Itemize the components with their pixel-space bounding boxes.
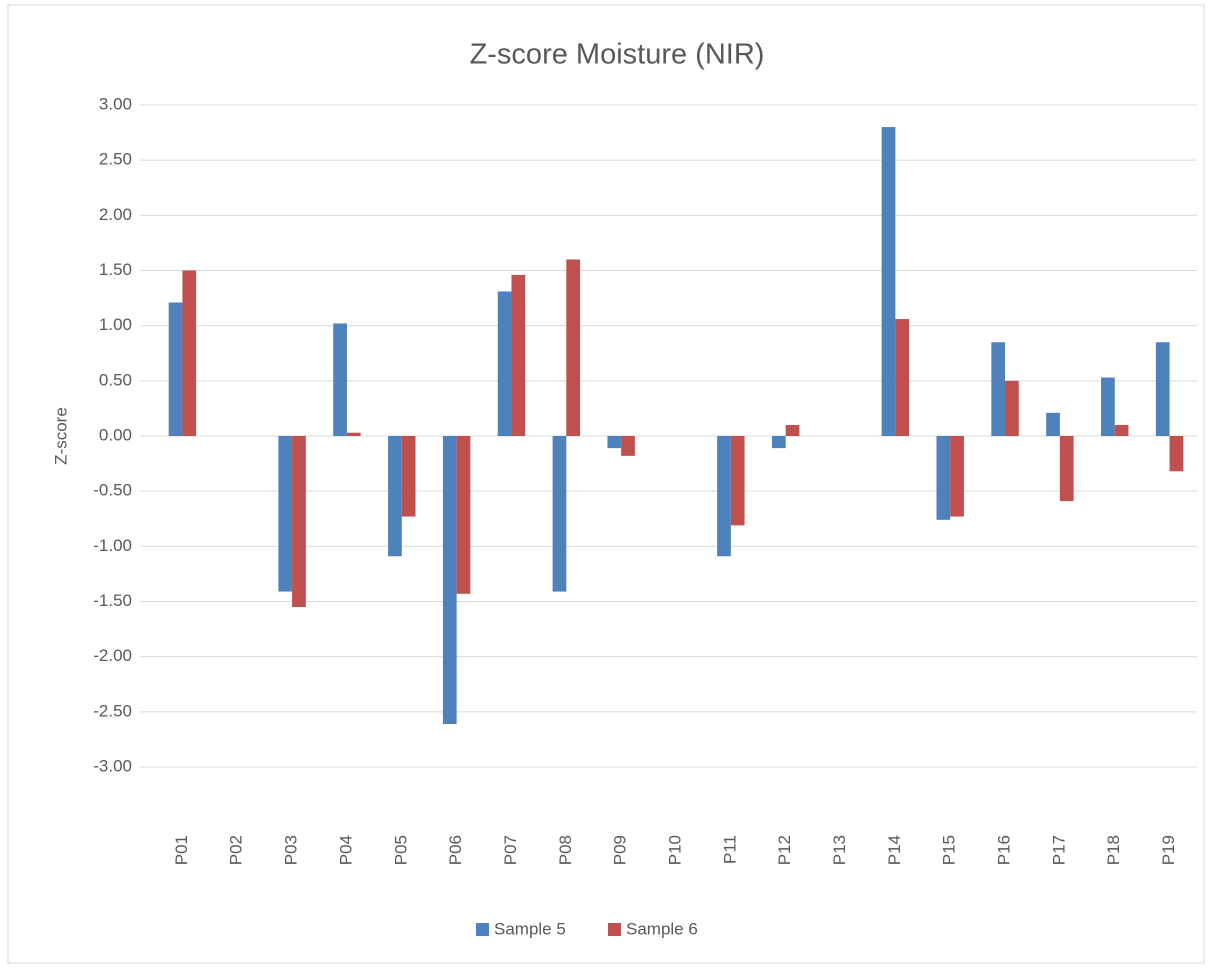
x-tick-label: P12 <box>775 835 794 865</box>
bar <box>621 436 635 456</box>
y-tick-label: 2.00 <box>99 205 132 224</box>
bar <box>1059 436 1074 502</box>
x-tick-label: P05 <box>391 835 410 865</box>
y-tick-label: 0.00 <box>99 425 132 444</box>
x-tick-label: P04 <box>336 835 355 865</box>
bar <box>1169 436 1184 472</box>
bar <box>881 127 896 437</box>
y-tick-label: -3.00 <box>93 756 132 775</box>
bar <box>456 436 471 594</box>
bar <box>1114 424 1129 436</box>
x-tick-label: P10 <box>665 835 684 865</box>
bar <box>730 436 745 526</box>
x-tick-label: P16 <box>995 835 1014 865</box>
x-tick-label: P15 <box>940 835 959 865</box>
bar <box>278 436 293 592</box>
x-tick-label: P01 <box>172 835 191 865</box>
y-tick-label: 1.50 <box>99 260 132 279</box>
x-tick-label: P14 <box>885 835 904 865</box>
bar <box>292 436 306 608</box>
x-tick-label: P06 <box>446 835 465 865</box>
x-tick-label: P13 <box>830 835 849 865</box>
bar <box>552 436 567 592</box>
x-tick-label: P07 <box>501 835 520 865</box>
bar <box>1005 380 1019 436</box>
bar <box>442 436 457 724</box>
bar <box>607 436 622 449</box>
legend-swatch <box>608 923 621 936</box>
x-tick-label: P09 <box>611 835 630 865</box>
y-tick-label: 1.00 <box>99 315 132 334</box>
x-tick-label: P08 <box>556 835 575 865</box>
x-tick-label: P02 <box>227 835 246 865</box>
bar <box>401 436 416 517</box>
y-axis-title: Z-score <box>51 407 70 465</box>
legend-swatch <box>476 923 489 936</box>
y-tick-label: -1.00 <box>93 536 132 555</box>
bar <box>1155 342 1170 436</box>
bar <box>771 436 786 449</box>
y-tick-label: -1.50 <box>93 591 132 610</box>
legend-label: Sample 5 <box>494 919 566 938</box>
bar <box>333 323 347 436</box>
bar <box>1046 412 1060 436</box>
bar <box>936 436 951 520</box>
bar <box>717 436 731 557</box>
y-tick-label: -2.00 <box>93 646 132 665</box>
x-tick-label: P03 <box>282 835 301 865</box>
y-tick-label: -0.50 <box>93 481 132 500</box>
bar <box>511 274 526 436</box>
bar <box>388 436 402 557</box>
bar <box>991 342 1006 436</box>
bar <box>950 436 964 517</box>
x-tick-label: P19 <box>1159 835 1178 865</box>
legend-label: Sample 6 <box>626 919 698 938</box>
bar <box>566 259 581 436</box>
x-tick-label: P11 <box>720 835 739 864</box>
chart-title: Z-score Moisture (NIR) <box>470 39 765 71</box>
y-tick-label: 2.50 <box>99 150 132 169</box>
bar <box>168 302 183 436</box>
bar <box>497 291 512 436</box>
bar <box>182 270 197 436</box>
chart-frame <box>7 4 1205 964</box>
y-tick-label: 3.00 <box>99 94 132 113</box>
x-tick-label: P18 <box>1104 835 1123 865</box>
y-tick-label: -2.50 <box>93 701 132 720</box>
bar <box>895 319 910 436</box>
bar <box>346 432 361 436</box>
y-tick-label: 0.50 <box>99 370 132 389</box>
x-tick-label: P17 <box>1049 835 1068 865</box>
bar <box>785 424 800 436</box>
bar <box>1101 377 1115 436</box>
